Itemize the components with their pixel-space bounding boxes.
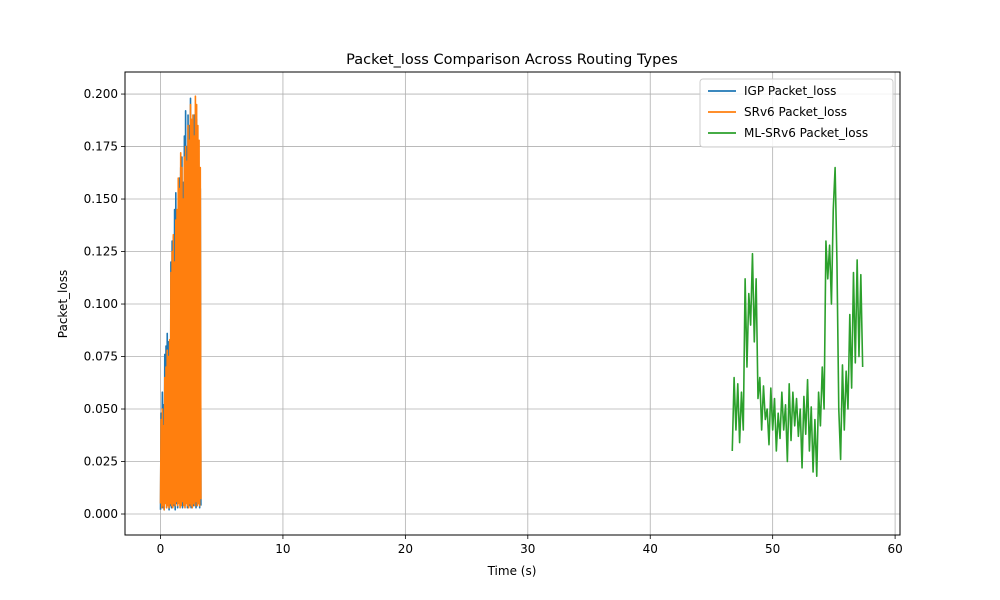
x-tick-label: 40 — [643, 542, 658, 556]
series-line-2 — [159, 95, 202, 511]
y-tick-label: 0.125 — [84, 245, 118, 259]
chart-title: Packet_loss Comparison Across Routing Ty… — [346, 52, 678, 68]
legend-label: IGP Packet_loss — [744, 84, 836, 98]
y-tick-label: 0.025 — [84, 455, 118, 469]
y-tick-label: 0.175 — [84, 140, 118, 154]
x-ticks: 0 10 20 30 40 50 60 — [157, 535, 903, 556]
x-axis-label: Time (s) — [487, 564, 537, 578]
y-tick-label: 0.075 — [84, 350, 118, 364]
x-tick-label: 60 — [887, 542, 902, 556]
y-tick-label: 0.050 — [84, 402, 118, 416]
plot-lines — [159, 95, 864, 511]
y-tick-label: 0.200 — [84, 87, 118, 101]
legend-label: ML-SRv6 Packet_loss — [744, 126, 868, 140]
legend-label: SRv6 Packet_loss — [744, 105, 847, 119]
y-tick-label: 0.100 — [84, 297, 118, 311]
legend-box — [699, 78, 894, 148]
y-axis-label: Packet_loss — [56, 270, 70, 338]
x-tick-label: 20 — [398, 542, 413, 556]
x-tick-label: 50 — [765, 542, 780, 556]
x-tick-label: 30 — [520, 542, 535, 556]
x-tick-label: 0 — [157, 542, 165, 556]
y-tick-label: 0.150 — [84, 192, 118, 206]
y-ticks: 0.000 0.025 0.050 0.075 0.100 0.125 0.150 0.175… — [84, 87, 125, 521]
y-tick-label: 0.000 — [84, 507, 118, 521]
series-line-3 — [731, 166, 864, 478]
plot-frame — [124, 71, 901, 536]
x-tick-label: 10 — [275, 542, 290, 556]
legend: IGP Packet_loss SRv6 Packet_loss ML-SRv6 P… — [699, 78, 894, 148]
